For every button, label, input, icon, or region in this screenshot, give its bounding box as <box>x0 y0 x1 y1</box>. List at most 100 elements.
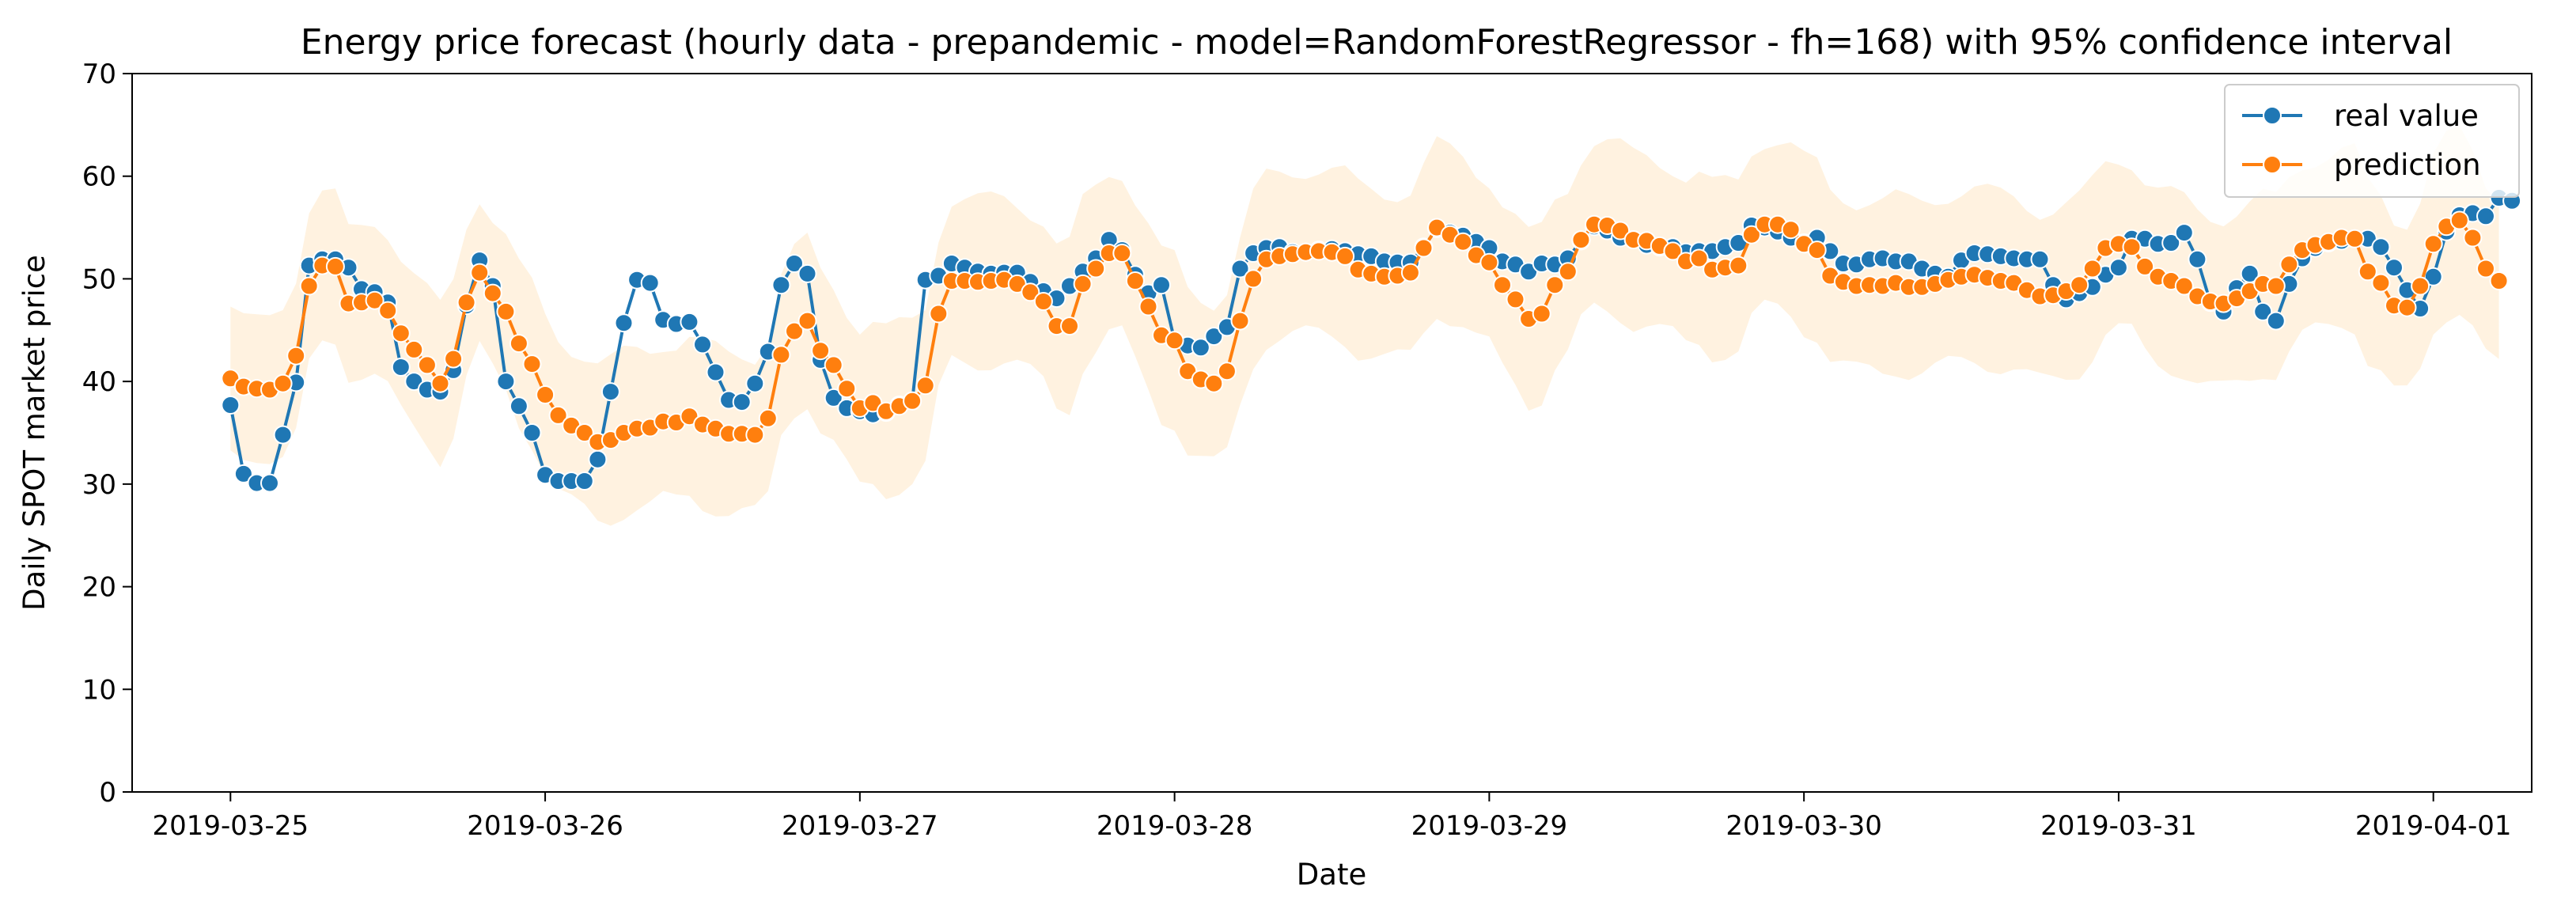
data-point-prediction <box>1611 221 1631 241</box>
y-tick-label: 10 <box>82 674 116 706</box>
data-point-prediction <box>536 385 555 404</box>
y-tick-label: 0 <box>99 777 116 809</box>
data-point-prediction <box>1729 256 1748 275</box>
x-tick-label: 2019-03-30 <box>1726 810 1882 842</box>
x-tick-label: 2019-03-27 <box>782 810 938 842</box>
data-point-prediction <box>496 301 516 321</box>
legend-prediction-label: prediction <box>2334 148 2481 182</box>
data-point-real-value <box>824 388 843 407</box>
data-point-prediction <box>404 339 424 359</box>
data-point-real-value <box>732 392 752 412</box>
data-point-prediction <box>2411 276 2430 296</box>
data-point-real-value <box>600 382 620 402</box>
data-point-prediction <box>1073 274 1093 294</box>
data-point-prediction <box>1532 304 1551 324</box>
data-point-prediction <box>391 324 411 343</box>
chart-title: Energy price forecast (hourly data - pre… <box>301 22 2453 63</box>
data-point-prediction <box>1204 373 1224 393</box>
legend: real value prediction <box>2224 84 2520 198</box>
data-point-prediction <box>2423 234 2443 254</box>
data-point-prediction <box>915 376 935 396</box>
data-point-real-value <box>614 313 634 333</box>
data-point-prediction <box>1663 241 1683 261</box>
data-point-prediction <box>2279 255 2299 275</box>
data-point-prediction <box>378 301 398 320</box>
data-point-prediction <box>1138 297 1158 316</box>
data-point-real-value <box>260 473 279 493</box>
data-point-real-value <box>391 358 411 377</box>
data-point-prediction <box>470 263 490 282</box>
data-point-real-value <box>797 263 817 283</box>
data-point-real-value <box>1191 338 1210 358</box>
data-point-real-value <box>221 396 241 415</box>
data-point-prediction <box>456 293 476 313</box>
data-point-prediction <box>1453 232 1473 252</box>
y-axis: 0 10 20 30 40 50 60 70 <box>82 59 132 809</box>
data-point-real-value <box>745 373 765 393</box>
data-point-prediction <box>1558 262 1578 282</box>
data-point-prediction <box>758 408 778 428</box>
data-point-prediction <box>2476 259 2495 278</box>
x-axis: 2019-03-25 2019-03-26 2019-03-27 2019-03-28… <box>153 792 2511 842</box>
y-tick-label: 50 <box>82 263 116 295</box>
data-point-real-value <box>273 425 293 445</box>
data-point-prediction <box>2122 237 2142 257</box>
data-point-prediction <box>365 290 385 310</box>
y-tick-label: 40 <box>82 366 116 398</box>
data-point-real-value <box>574 472 594 491</box>
data-point-real-value <box>1152 275 1171 295</box>
plot-area-frame <box>131 73 2532 793</box>
data-point-real-value <box>496 372 516 392</box>
data-point-real-value <box>2371 237 2391 257</box>
data-point-prediction <box>2449 210 2469 230</box>
data-point-prediction <box>2070 275 2089 295</box>
data-point-prediction <box>325 256 345 276</box>
data-point-real-value <box>233 464 253 483</box>
data-point-prediction <box>273 373 293 393</box>
data-point-real-value <box>588 449 608 469</box>
legend-prediction-marker <box>2263 155 2282 174</box>
data-point-prediction <box>785 321 804 341</box>
data-point-real-value <box>680 312 699 331</box>
data-point-prediction <box>444 349 464 369</box>
data-point-real-value <box>2253 301 2273 321</box>
x-axis-label: Date <box>1297 858 1366 892</box>
data-point-prediction <box>2489 271 2509 290</box>
data-point-real-value <box>2161 233 2181 252</box>
data-point-real-value <box>1204 327 1224 347</box>
legend-box <box>2224 84 2520 198</box>
data-point-prediction <box>1479 252 1499 272</box>
data-point-real-value <box>2188 249 2207 269</box>
x-tick-label: 2019-03-28 <box>1097 810 1253 842</box>
y-tick-label: 20 <box>82 572 116 604</box>
data-point-prediction <box>574 423 594 442</box>
data-point-prediction <box>1125 271 1145 290</box>
x-tick-label: 2019-03-25 <box>153 810 309 842</box>
data-point-prediction <box>1741 225 1761 244</box>
data-point-prediction <box>1807 241 1827 260</box>
data-point-prediction <box>483 283 502 303</box>
data-point-real-value <box>693 335 712 354</box>
data-point-prediction <box>2397 297 2417 317</box>
y-tick-label: 30 <box>82 469 116 501</box>
data-point-prediction <box>1244 269 1263 289</box>
data-point-prediction <box>1545 275 1565 295</box>
x-tick-label: 2019-03-31 <box>2040 810 2197 842</box>
series-layer <box>221 188 2522 493</box>
data-point-prediction <box>1033 292 1053 311</box>
data-point-real-value <box>785 254 804 273</box>
data-point-real-value <box>2030 249 2050 269</box>
data-point-real-value <box>706 362 725 382</box>
data-point-prediction <box>797 311 817 331</box>
data-point-prediction <box>299 276 319 296</box>
data-point-prediction <box>417 355 437 375</box>
data-point-prediction <box>2174 276 2194 296</box>
data-point-prediction <box>1493 275 1512 295</box>
data-point-prediction <box>1112 244 1132 263</box>
data-point-prediction <box>2345 229 2365 248</box>
data-point-prediction <box>811 341 831 361</box>
data-point-prediction <box>1571 230 1591 250</box>
data-point-prediction <box>1230 311 1250 331</box>
